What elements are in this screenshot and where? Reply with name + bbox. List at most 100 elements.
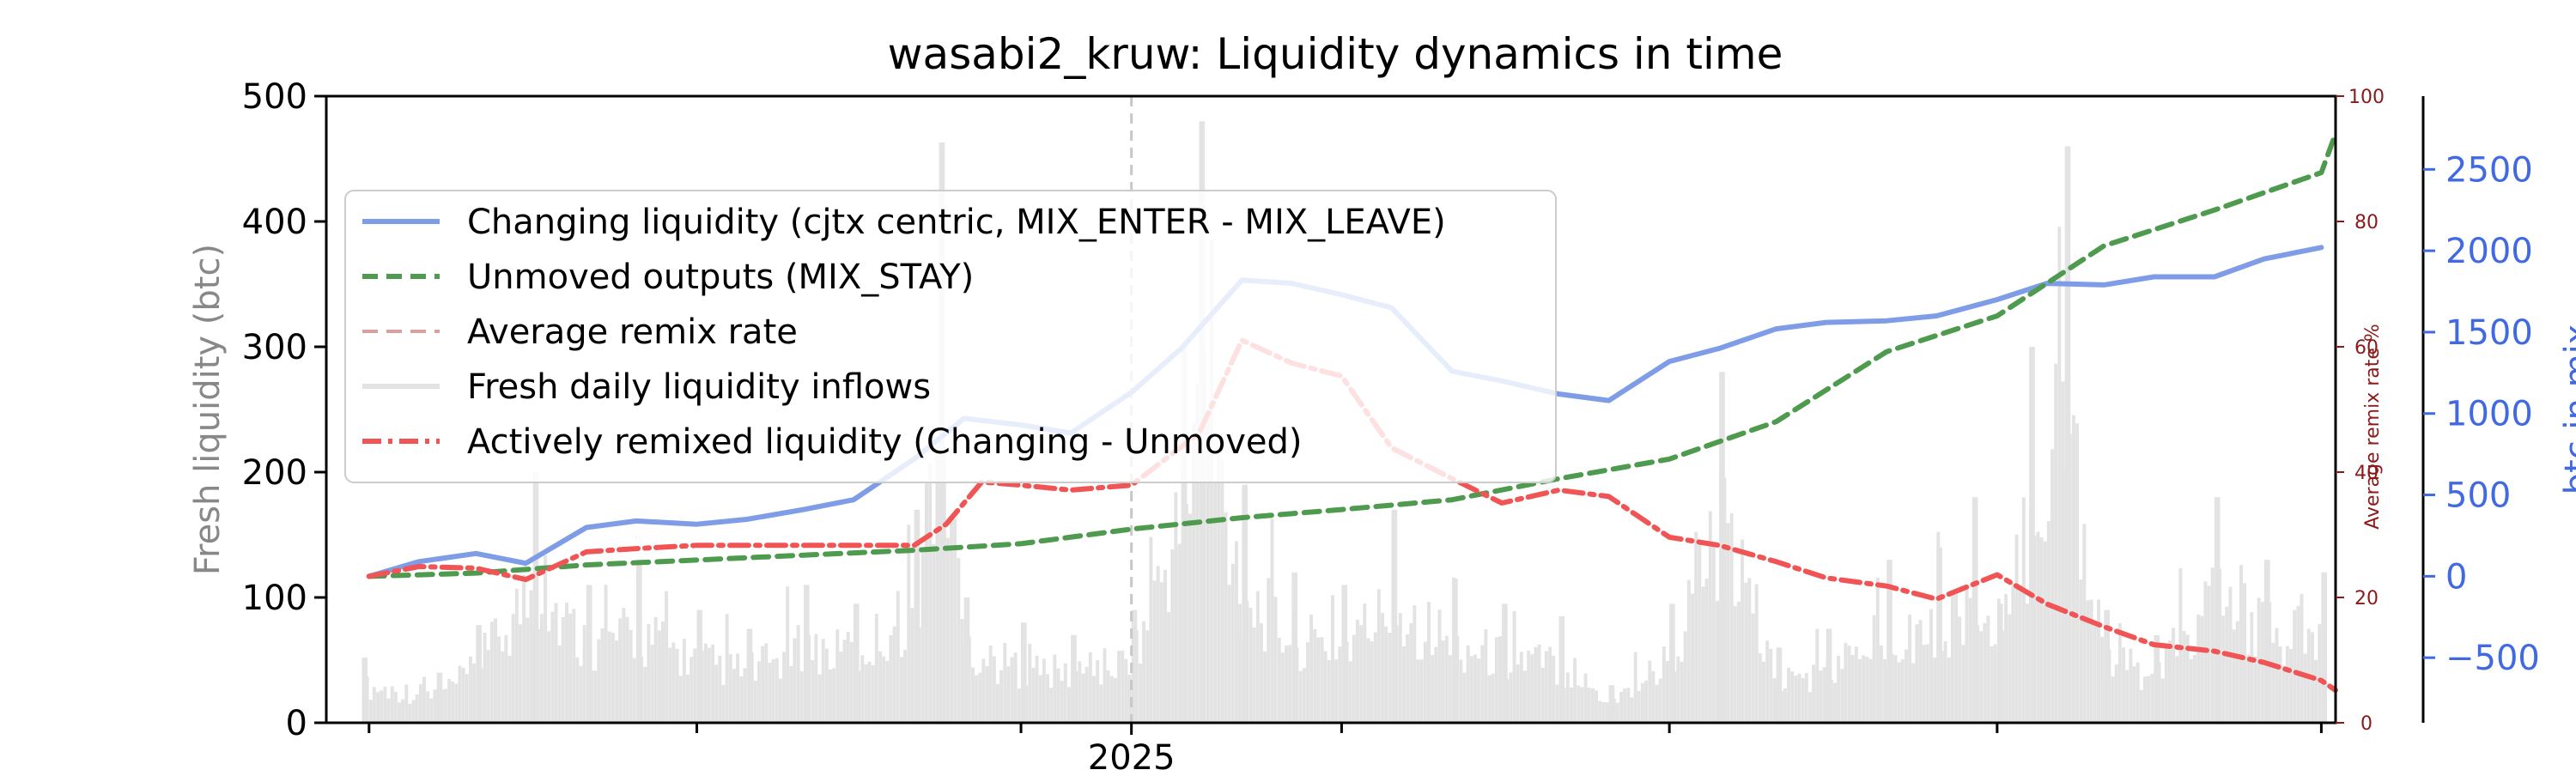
inflow-bar: [1139, 664, 1142, 723]
left-axis-tick-label: 200: [242, 453, 307, 493]
inflow-bar: [422, 676, 426, 723]
inflow-bar: [586, 585, 592, 723]
inflow-bar: [1762, 661, 1765, 723]
inflow-bar: [778, 678, 782, 723]
remix-axis-label: Average remix rate %: [2362, 324, 2384, 530]
inflow-bar: [707, 647, 711, 723]
inflow-bar: [1288, 645, 1292, 723]
inflow-bar: [1868, 658, 1873, 723]
inflow-bar: [1388, 633, 1392, 723]
inflow-bar: [1933, 658, 1937, 723]
inflow-bar: [376, 692, 380, 723]
inflow-bar: [1434, 646, 1438, 723]
inflow-bar: [2168, 640, 2172, 723]
inflow-bar: [501, 651, 505, 723]
inflow-bar: [999, 670, 1004, 723]
inflow-bar: [1384, 626, 1388, 723]
inflow-bar: [2050, 449, 2055, 723]
inflow-bar: [671, 642, 676, 723]
inflow-bar: [693, 648, 697, 723]
inflow-bar: [842, 640, 847, 723]
inflow-bar: [1580, 687, 1584, 723]
remix-axis-tick-label: 40: [2354, 463, 2379, 484]
inflow-bar: [1494, 637, 1498, 723]
inflow-bar: [1038, 675, 1042, 723]
inflow-bar: [1565, 672, 1570, 723]
inflow-bar: [914, 509, 920, 723]
inflow-bar: [2004, 594, 2008, 723]
inflow-bar: [935, 446, 939, 723]
series-line: [366, 130, 2338, 579]
legend-label: Changing liquidity (cjtx centric, MIX_EN…: [467, 203, 1446, 242]
inflow-bar: [1017, 688, 1021, 723]
inflow-bar: [1641, 682, 1644, 723]
inflow-bar: [1965, 587, 1969, 723]
inflow-bar: [1431, 655, 1435, 723]
inflow-bar: [1862, 655, 1866, 723]
inflow-bar: [361, 658, 368, 723]
inflow-bar: [554, 603, 558, 723]
inflow-bar: [1658, 678, 1662, 723]
inflow-bar: [426, 691, 430, 723]
inflow-bar: [1530, 654, 1534, 723]
inflow-bar: [1787, 667, 1791, 723]
inflow-bar: [1680, 661, 1684, 723]
inflow-bar: [1790, 671, 1795, 723]
inflow-bar: [1391, 509, 1398, 723]
inflow-bar: [550, 611, 555, 723]
inflow-bar: [1498, 636, 1502, 723]
inflow-bar: [1170, 549, 1175, 723]
inflow-bar: [2189, 659, 2193, 723]
inflow-bar: [1619, 692, 1624, 723]
inflow-bar: [925, 483, 928, 723]
inflow-bar: [393, 691, 398, 723]
inflow-bar: [390, 686, 394, 723]
inflow-bar: [975, 675, 979, 723]
inflow-bar: [1711, 546, 1716, 723]
plot-frame: [325, 94, 2337, 724]
inflow-bar: [1109, 676, 1114, 723]
inflow-bar: [1356, 620, 1359, 723]
inflow-bar: [1263, 652, 1267, 723]
inflow-bar: [458, 665, 462, 723]
inflow-bar: [1833, 682, 1837, 723]
inflow-bar: [1402, 646, 1406, 723]
inflow-bar: [793, 638, 797, 723]
inflow-bar: [593, 670, 598, 723]
inflow-bar: [786, 586, 790, 723]
inflow-bar: [1822, 667, 1826, 723]
inflow-bar: [1769, 648, 1773, 723]
inflow-bar: [1419, 659, 1424, 723]
inflow-bar: [686, 674, 690, 723]
inflow-bar: [1010, 657, 1014, 723]
remix-axis-tick-label: 100: [2348, 87, 2385, 108]
inflow-bar: [771, 659, 775, 723]
inflow-bar: [1113, 677, 1117, 723]
inflow-bar: [849, 641, 854, 723]
inflow-bar: [992, 656, 996, 723]
btc-axis-tick-label: 1000: [2445, 395, 2533, 434]
inflow-bar: [557, 646, 562, 723]
inflow-bar: [1950, 590, 1954, 723]
inflow-bar: [1242, 484, 1248, 723]
inflow-bar: [732, 669, 736, 723]
inflow-bar: [544, 555, 548, 723]
inflow-bar: [604, 585, 608, 723]
inflow-bar: [1686, 579, 1691, 723]
inflow-bar: [1729, 513, 1734, 723]
inflow-bar: [1046, 674, 1050, 723]
inflow-bar: [1031, 668, 1036, 723]
inflow-bar: [928, 463, 933, 723]
inflow-bar: [1733, 606, 1737, 723]
inflow-bar: [1152, 580, 1157, 723]
inflow-bar: [2029, 347, 2035, 723]
inflow-bar: [647, 624, 651, 723]
inflow-bar: [696, 609, 703, 723]
inflow-bar: [1323, 651, 1327, 723]
inflow-bar: [1858, 659, 1862, 723]
inflow-bar: [1462, 672, 1467, 723]
inflow-bar: [721, 685, 726, 723]
inflow-bar: [1908, 614, 1912, 723]
inflow-bar: [764, 643, 769, 723]
inflow-bar: [1285, 646, 1289, 723]
